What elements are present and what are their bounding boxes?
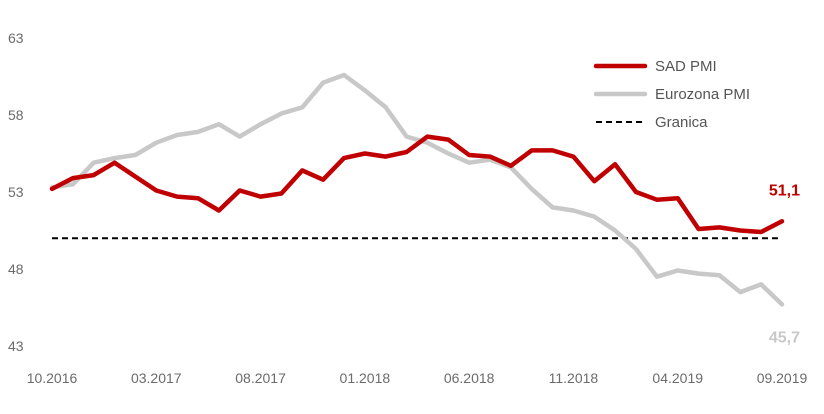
- y-axis: 63 58 53 48 43: [8, 30, 24, 354]
- y-tick-label: 48: [8, 261, 24, 277]
- legend-label: Granica: [655, 114, 708, 131]
- x-tick-label: 10.2016: [27, 370, 78, 386]
- legend: SAD PMI Eurozona PMI Granica: [593, 58, 750, 131]
- series-line-sad-pmi: [49, 134, 785, 235]
- legend-label: Eurozona PMI: [655, 86, 750, 103]
- end-labels: 51,1 45,7: [769, 182, 800, 346]
- x-tick-label: 01.2018: [340, 370, 391, 386]
- y-tick-label: 63: [8, 30, 24, 46]
- x-tick-label: 11.2018: [549, 370, 599, 386]
- x-tick-label: 04.2019: [652, 370, 703, 386]
- y-tick-label: 58: [8, 107, 24, 123]
- legend-label: SAD PMI: [655, 58, 717, 75]
- x-tick-label: 03.2017: [131, 370, 182, 386]
- y-tick-label: 43: [8, 338, 24, 354]
- y-tick-label: 53: [8, 184, 24, 200]
- x-axis: 10.2016 03.2017 08.2017 01.2018 06.2018 11.20…: [27, 370, 808, 386]
- series-layer: [49, 72, 785, 307]
- end-value-label: 45,7: [769, 329, 800, 346]
- x-tick-label: 09.2019: [757, 370, 808, 386]
- x-tick-label: 06.2018: [444, 370, 495, 386]
- x-tick-label: 08.2017: [235, 370, 286, 386]
- end-value-label: 51,1: [769, 182, 800, 199]
- series-line-eurozona-pmi: [49, 72, 785, 307]
